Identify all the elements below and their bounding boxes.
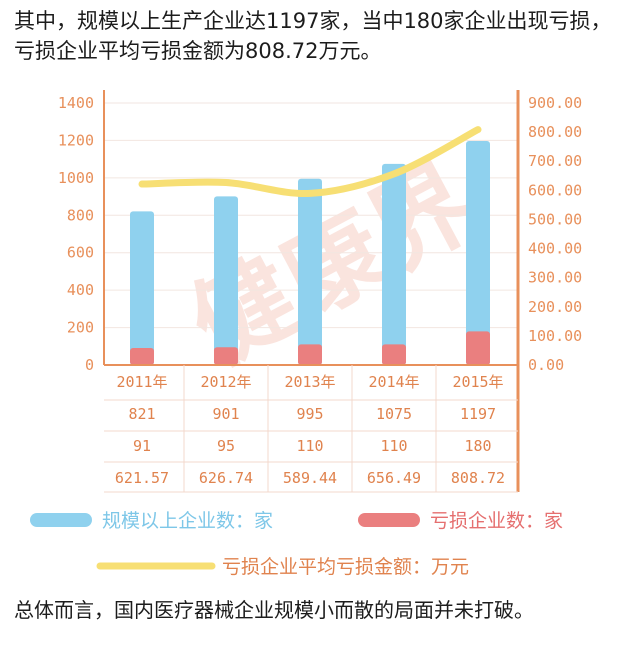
bars [130,140,490,365]
bar-large-enterprises [298,178,322,365]
bar-large-enterprises [214,196,238,365]
data-label: 621.57 [115,469,169,487]
bar-large-enterprises [466,140,490,365]
right-tick-label: 900.00 [528,94,582,112]
right-tick-label: 100.00 [528,327,582,345]
data-label: 1197 [460,405,496,423]
left-tick-label: 1200 [58,131,94,149]
average-loss-line [138,126,482,197]
data-label: 901 [212,405,239,423]
headline: 其中，规模以上生产企业达1197家，当中180家企业出现亏损，亏损企业平均亏损金… [14,9,612,63]
legend-label-line: 亏损企业平均亏损金额：万元 [222,556,469,578]
category-label: 2015年 [452,373,503,391]
footer-text: 总体而言，国内医疗器械企业规模小而散的局面并未打破。 [14,598,534,622]
bar-large-enterprises [382,163,406,365]
bar-loss-enterprises [466,331,490,365]
bar-large-enterprises [130,211,154,365]
axes: 1400 1200 1000 800 600 400 200 0 900.00 800.00 700… [58,90,582,492]
left-tick-label: 400 [67,281,94,299]
category-label: 2013年 [284,373,335,391]
data-label: 626.74 [199,469,253,487]
left-tick-label: 1400 [58,94,94,112]
data-label: 110 [296,437,323,455]
legend-swatch-large [30,513,92,527]
right-tick-label: 500.00 [528,210,582,228]
bar-loss-enterprises [214,347,238,365]
bar-loss-enterprises [130,347,154,365]
right-tick-label: 800.00 [528,123,582,141]
data-table: 2011年 2012年 2013年 2014年 2015年 821 901 995 1075 11… [104,365,518,493]
right-tick-label: 400.00 [528,240,582,258]
data-label: 656.49 [367,469,421,487]
right-tick-label: 600.00 [528,181,582,199]
right-tick-label: 700.00 [528,152,582,170]
data-label: 821 [128,405,155,423]
left-tick-label: 600 [67,244,94,262]
category-label: 2014年 [368,373,419,391]
bar-loss-enterprises [298,344,322,365]
left-tick-label: 0 [85,356,94,374]
legend-label-loss: 亏损企业数：家 [430,510,563,532]
category-label: 2012年 [200,373,251,391]
data-label: 110 [380,437,407,455]
data-label: 180 [464,437,491,455]
legend-label-large: 规模以上企业数：家 [102,510,273,532]
left-tick-label: 800 [67,206,94,224]
data-label: 1075 [376,405,412,423]
data-label: 589.44 [283,469,337,487]
left-tick-label: 1000 [58,169,94,187]
line-average-loss [138,126,482,197]
data-label: 995 [296,405,323,423]
left-tick-label: 200 [67,319,94,337]
right-tick-label: 0.00 [528,356,564,374]
legend-swatch-loss [358,513,420,527]
bar-loss-enterprises [382,344,406,365]
data-label: 91 [133,437,151,455]
right-tick-label: 300.00 [528,269,582,287]
data-label: 808.72 [451,469,505,487]
data-label: 95 [217,437,235,455]
category-label: 2011年 [116,373,167,391]
right-tick-label: 200.00 [528,298,582,316]
